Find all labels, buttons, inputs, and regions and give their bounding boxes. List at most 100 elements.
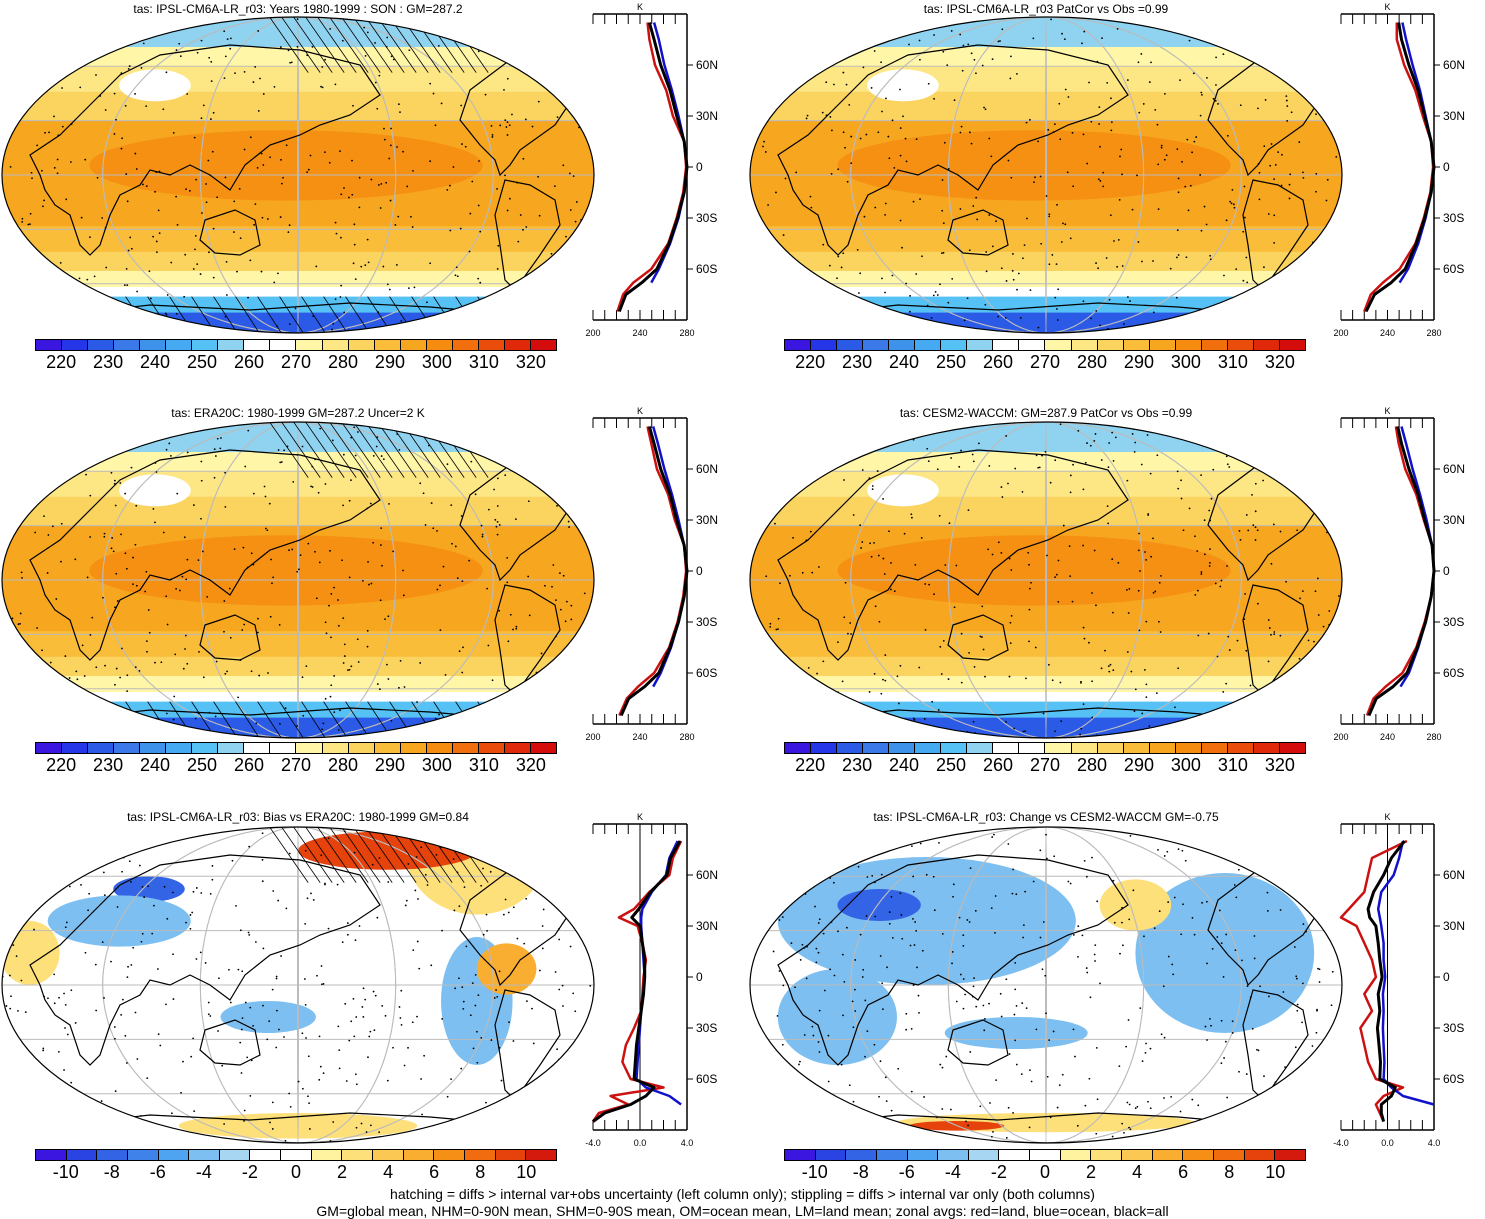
map-stipple	[511, 113, 513, 116]
map-stipple	[888, 157, 891, 160]
colorbar-swatch	[530, 340, 556, 350]
map-stipple	[899, 219, 902, 222]
map-stipple	[115, 572, 118, 575]
map-stipple	[1016, 72, 1018, 75]
map-stipple	[814, 905, 816, 908]
map-stipple	[332, 322, 335, 325]
map-stipple	[868, 691, 871, 693]
colorbar-label: 250	[936, 352, 967, 372]
map-stipple	[968, 249, 971, 252]
map-stipple	[762, 145, 764, 148]
map-stipple	[1208, 565, 1211, 567]
map-stipple	[897, 702, 900, 705]
map-stipple	[350, 436, 353, 439]
map-stipple	[494, 518, 497, 521]
map-hatching	[81, 296, 107, 333]
colorbar-label: 8	[1224, 1162, 1235, 1182]
map-stipple	[288, 1092, 291, 1095]
map-stipple	[351, 159, 353, 162]
map-stipple	[556, 116, 559, 119]
map-stipple	[1214, 99, 1217, 102]
map-stipple	[1094, 944, 1097, 947]
map-stipple	[116, 600, 119, 602]
map-stipple	[493, 488, 495, 491]
map-meridian	[199, 422, 397, 738]
map-stipple	[1064, 223, 1067, 226]
map-stipple	[1325, 199, 1328, 202]
map-stipple	[127, 249, 130, 252]
map-stipple	[527, 500, 530, 503]
map-stipple	[1041, 968, 1044, 971]
map-stipple	[314, 550, 316, 553]
map-stipple	[1022, 924, 1025, 927]
map-stipple	[471, 180, 474, 183]
map-stipple	[340, 236, 342, 239]
map-stipple	[1298, 141, 1301, 143]
map-hatching	[339, 422, 381, 478]
map-stipple	[1200, 91, 1203, 94]
map-stipple	[973, 977, 975, 979]
map-stipple	[932, 875, 935, 878]
map-stipple	[376, 683, 379, 685]
map-hatching	[323, 296, 349, 333]
map-stipple	[1037, 140, 1039, 143]
map-stipple	[103, 535, 106, 538]
map-stipple	[243, 148, 246, 151]
colorbar-label: -8	[852, 1162, 869, 1182]
colorbar-label: 8	[475, 1162, 486, 1182]
map-stipple	[180, 1091, 182, 1094]
map-stipple	[982, 648, 985, 651]
map-stipple	[830, 129, 833, 132]
map-stipple	[296, 725, 299, 727]
map-stipple	[1082, 626, 1085, 629]
map-stipple	[865, 133, 868, 136]
map-stipple	[841, 953, 844, 956]
map-stipple	[1025, 677, 1027, 680]
map-stipple	[21, 220, 24, 223]
map-stipple	[374, 994, 377, 997]
map-cold-patch	[867, 69, 939, 102]
map-stipple	[476, 1061, 479, 1064]
map-stipple	[63, 1069, 65, 1071]
map-stipple	[810, 206, 813, 209]
panel-title: tas: CESM2-WACCM: GM=287.9 PatCor vs Obs…	[899, 406, 1193, 420]
map-stipple	[918, 1012, 920, 1014]
map-stipple	[335, 232, 338, 235]
map-stipple	[1028, 1126, 1031, 1129]
map-stipple	[966, 919, 969, 921]
map-stipple	[830, 921, 833, 924]
map-stipple	[1000, 552, 1003, 554]
zonal-y-tick-label: 30N	[696, 513, 718, 527]
map-stipple	[1204, 1025, 1207, 1028]
map-stipple	[991, 245, 994, 248]
map-stipple	[1069, 491, 1072, 494]
map-stipple	[154, 190, 156, 193]
zonal-y-tick-label: 0	[1443, 970, 1450, 984]
map-stipple	[1270, 562, 1273, 565]
map-stipple	[329, 1140, 332, 1142]
map-stipple	[419, 482, 422, 485]
map-stipple	[873, 672, 876, 675]
map-stipple	[913, 718, 916, 721]
colorbar-label: 320	[1264, 352, 1295, 372]
map-stipple	[1080, 727, 1083, 730]
map-stipple	[912, 917, 914, 920]
map-stipple	[1220, 1062, 1223, 1065]
map-stipple	[1160, 574, 1162, 577]
map-stipple	[979, 1105, 982, 1108]
map-stipple	[507, 911, 510, 914]
map-anomaly-patch	[944, 1017, 1088, 1049]
map-stipple	[1185, 256, 1188, 259]
map-stipple	[211, 865, 214, 867]
map-stipple	[1044, 450, 1047, 453]
map-stipple	[241, 629, 244, 631]
map-stipple	[355, 1016, 358, 1018]
map-stipple	[53, 115, 55, 118]
map-stipple	[908, 43, 910, 46]
map-stipple	[926, 304, 929, 307]
colorbar	[35, 1149, 557, 1161]
map-stipple	[216, 437, 219, 440]
map-stipple	[506, 581, 509, 584]
map-stipple	[1028, 608, 1031, 611]
map-stipple	[1251, 1027, 1254, 1030]
